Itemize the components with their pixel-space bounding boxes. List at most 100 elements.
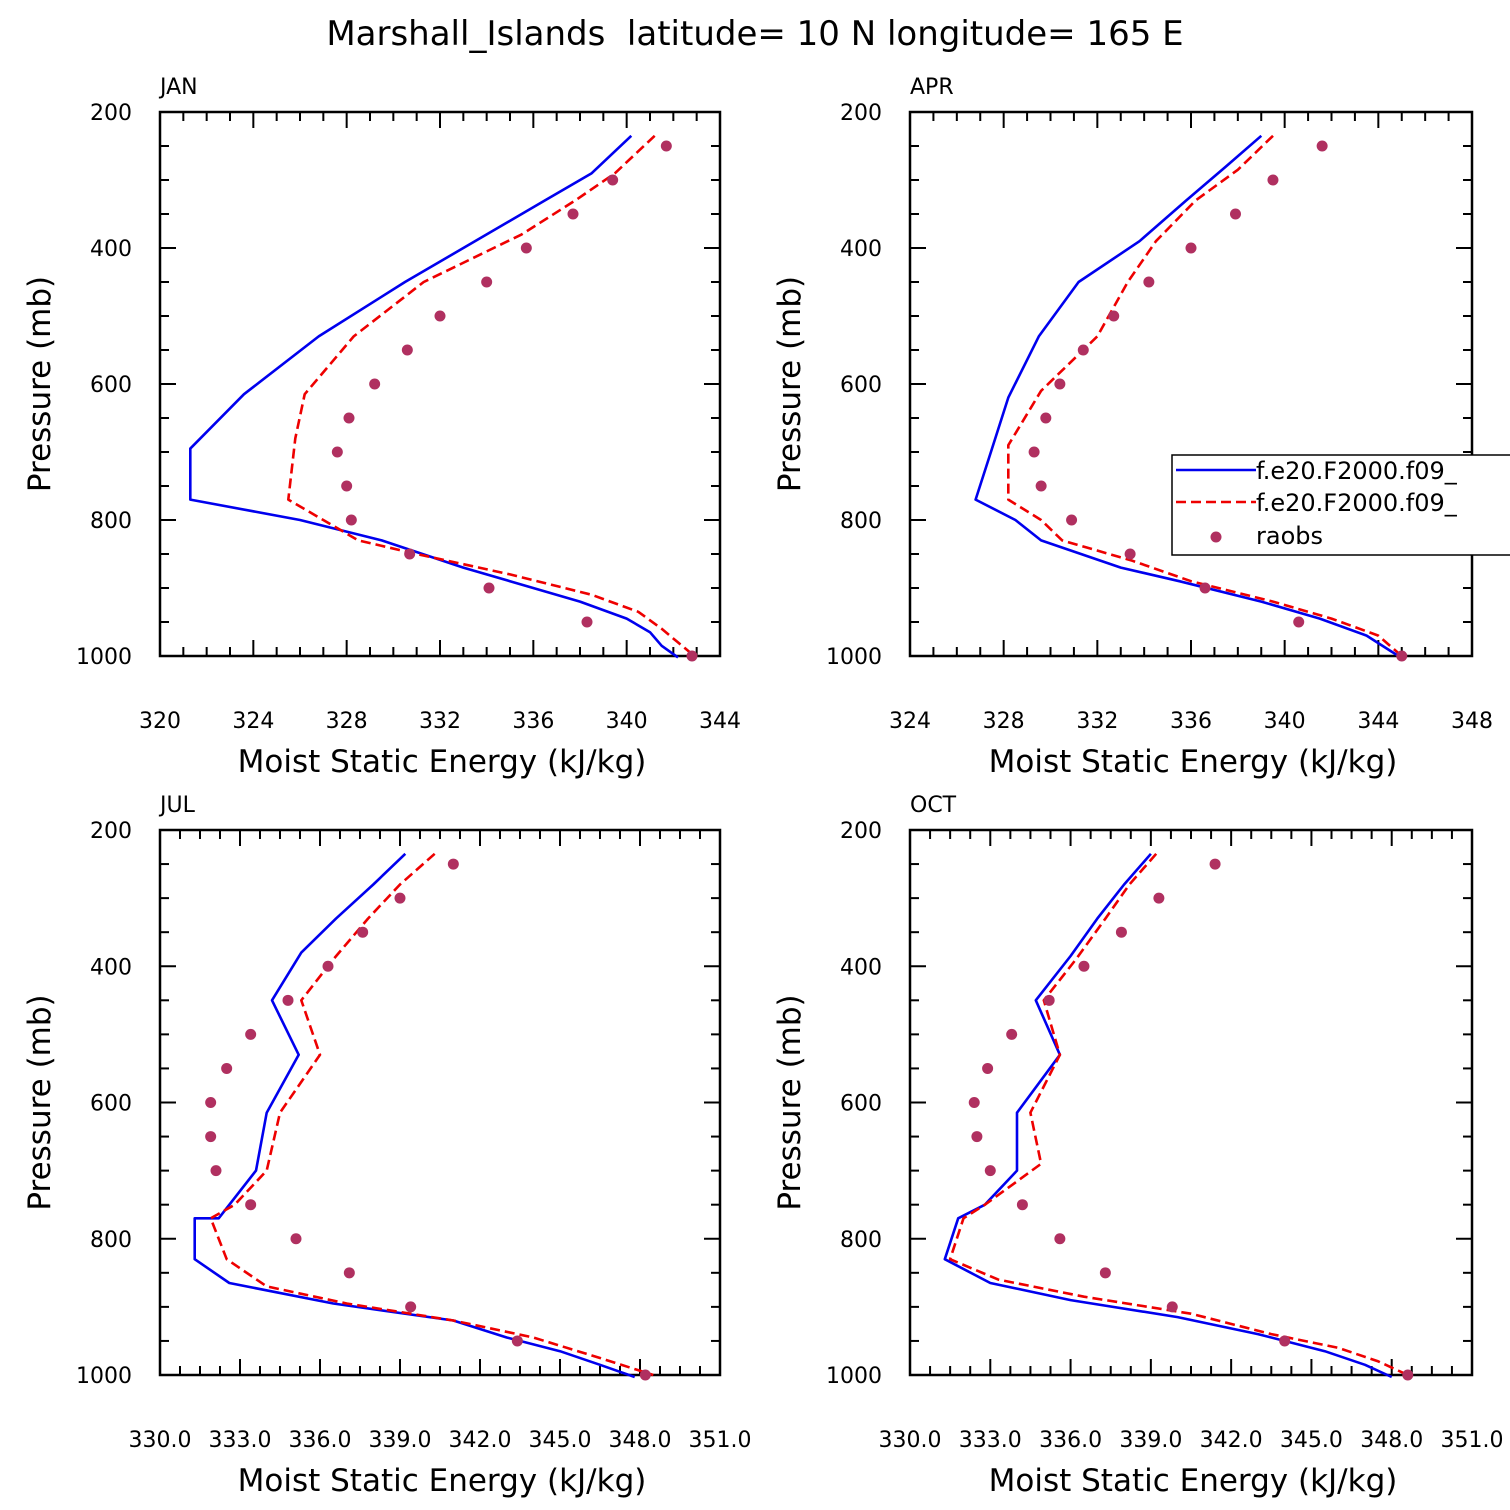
y-tick-label: 1000	[76, 645, 132, 670]
raobs-point	[984, 1165, 996, 1177]
raobs-point	[369, 378, 381, 390]
x-tick-label: 324	[889, 709, 931, 734]
raobs-point	[1078, 960, 1090, 972]
legend-label: f.e20.F2000.f09_	[1256, 489, 1458, 517]
series-line-solid	[193, 852, 636, 1379]
x-tick-label: 351.0	[689, 1428, 752, 1453]
raobs-point	[404, 548, 416, 560]
plot-frame	[158, 828, 722, 1377]
legend: f.e20.F2000.f09_ f.e20.F2000.f09_raobs	[1171, 454, 1510, 556]
x-tick-label: 320	[139, 709, 181, 734]
x-tick-label: 330.0	[129, 1428, 192, 1453]
raobs-point	[1229, 208, 1241, 220]
x-tick-label: 351.0	[1441, 1428, 1504, 1453]
plot-frame	[158, 110, 722, 658]
x-axis-label: Moist Static Energy (kJ/kg)	[238, 744, 647, 780]
y-tick-label: 600	[840, 1092, 882, 1117]
raobs-point	[1043, 994, 1055, 1006]
raobs-point	[1054, 1233, 1066, 1245]
raobs-point	[1185, 242, 1197, 254]
raobs-point	[401, 344, 413, 356]
raobs-point	[1396, 650, 1408, 662]
x-tick-label: 348.0	[609, 1428, 672, 1453]
month-label: APR	[910, 75, 954, 100]
raobs-point	[1077, 344, 1089, 356]
raobs-point	[1028, 446, 1040, 458]
raobs-point	[331, 446, 343, 458]
y-tick-label: 800	[90, 1228, 132, 1253]
y-tick-label: 400	[90, 955, 132, 980]
raobs-point	[1108, 310, 1120, 322]
y-tick-label: 600	[90, 373, 132, 398]
x-tick-label: 328	[326, 709, 368, 734]
x-tick-label: 344	[1357, 709, 1399, 734]
raobs-point	[245, 1199, 257, 1211]
raobs-point	[1166, 1301, 1178, 1313]
y-tick-label: 600	[90, 1092, 132, 1117]
raobs-point	[343, 412, 355, 424]
raobs-point	[971, 1131, 983, 1143]
raobs-point	[1143, 276, 1155, 288]
plot-frame	[908, 110, 1474, 658]
raobs-point	[210, 1165, 222, 1177]
x-tick-label: 328	[983, 709, 1025, 734]
raobs-point	[343, 1267, 355, 1279]
y-tick-label: 800	[90, 509, 132, 534]
raobs-point	[1006, 1028, 1018, 1040]
x-tick-label: 348.0	[1360, 1428, 1423, 1453]
legend-marker	[1210, 531, 1222, 543]
panel-oct: 200 400 600 800 1000 330.0 333.0 336.0 339.0 342.…	[772, 793, 1503, 1499]
raobs-point	[205, 1131, 217, 1143]
x-tick-label: 336.0	[289, 1428, 352, 1453]
raobs-point	[394, 892, 406, 904]
x-tick-label: 324	[232, 709, 274, 734]
raobs-point	[282, 994, 294, 1006]
raobs-point	[322, 960, 334, 972]
y-axis-label: Pressure (mb)	[22, 276, 58, 492]
raobs-point	[686, 650, 698, 662]
raobs-point	[607, 174, 619, 186]
x-tick-label: 333.0	[959, 1428, 1022, 1453]
figure-title: Marshall_Islands latitude= 10 N longitud…	[326, 14, 1183, 54]
x-tick-label: 345.0	[1280, 1428, 1343, 1453]
raobs-point	[447, 858, 459, 870]
y-axis-label: Pressure (mb)	[22, 994, 58, 1210]
x-tick-label: 332	[419, 709, 461, 734]
x-tick-label: 336.0	[1039, 1428, 1102, 1453]
panel-jul: 200 400 600 800 1000 330.0 333.0 336.0 339.0 342.…	[22, 793, 751, 1499]
raobs-point	[205, 1097, 217, 1108]
raobs-point	[639, 1369, 651, 1381]
raobs-point	[1199, 582, 1211, 594]
month-label: JAN	[158, 75, 198, 100]
x-axis-label: Moist Static Energy (kJ/kg)	[989, 744, 1398, 780]
series-line-solid	[943, 852, 1393, 1379]
y-tick-label: 800	[840, 509, 882, 534]
x-tick-label: 344	[699, 709, 741, 734]
raobs-point	[481, 276, 493, 288]
x-tick-label: 339.0	[1119, 1428, 1182, 1453]
series-line-dashed	[948, 852, 1409, 1377]
y-tick-label: 1000	[826, 645, 882, 670]
raobs-point	[483, 582, 495, 594]
raobs-point	[511, 1335, 523, 1347]
series-line-solid	[974, 134, 1403, 660]
y-tick-label: 600	[840, 373, 882, 398]
y-tick-label: 200	[90, 101, 132, 126]
raobs-point	[1279, 1335, 1291, 1347]
y-tick-label: 200	[840, 101, 882, 126]
panels: 200 400 600 800 1000 320 324 328 332 336 340 344 JAN…	[22, 75, 1510, 1499]
x-tick-label: 342.0	[449, 1428, 512, 1453]
raobs-point	[290, 1233, 302, 1245]
raobs-point	[567, 208, 579, 220]
raobs-point	[1124, 548, 1136, 560]
x-tick-label: 342.0	[1200, 1428, 1263, 1453]
raobs-point	[357, 926, 369, 938]
y-tick-label: 1000	[76, 1364, 132, 1389]
y-axis-label: Pressure (mb)	[772, 276, 808, 492]
x-tick-label: 336	[1170, 709, 1212, 734]
legend-box	[1171, 454, 1510, 556]
y-tick-label: 1000	[826, 1364, 882, 1389]
month-label: OCT	[910, 793, 957, 818]
raobs-point	[660, 140, 672, 152]
